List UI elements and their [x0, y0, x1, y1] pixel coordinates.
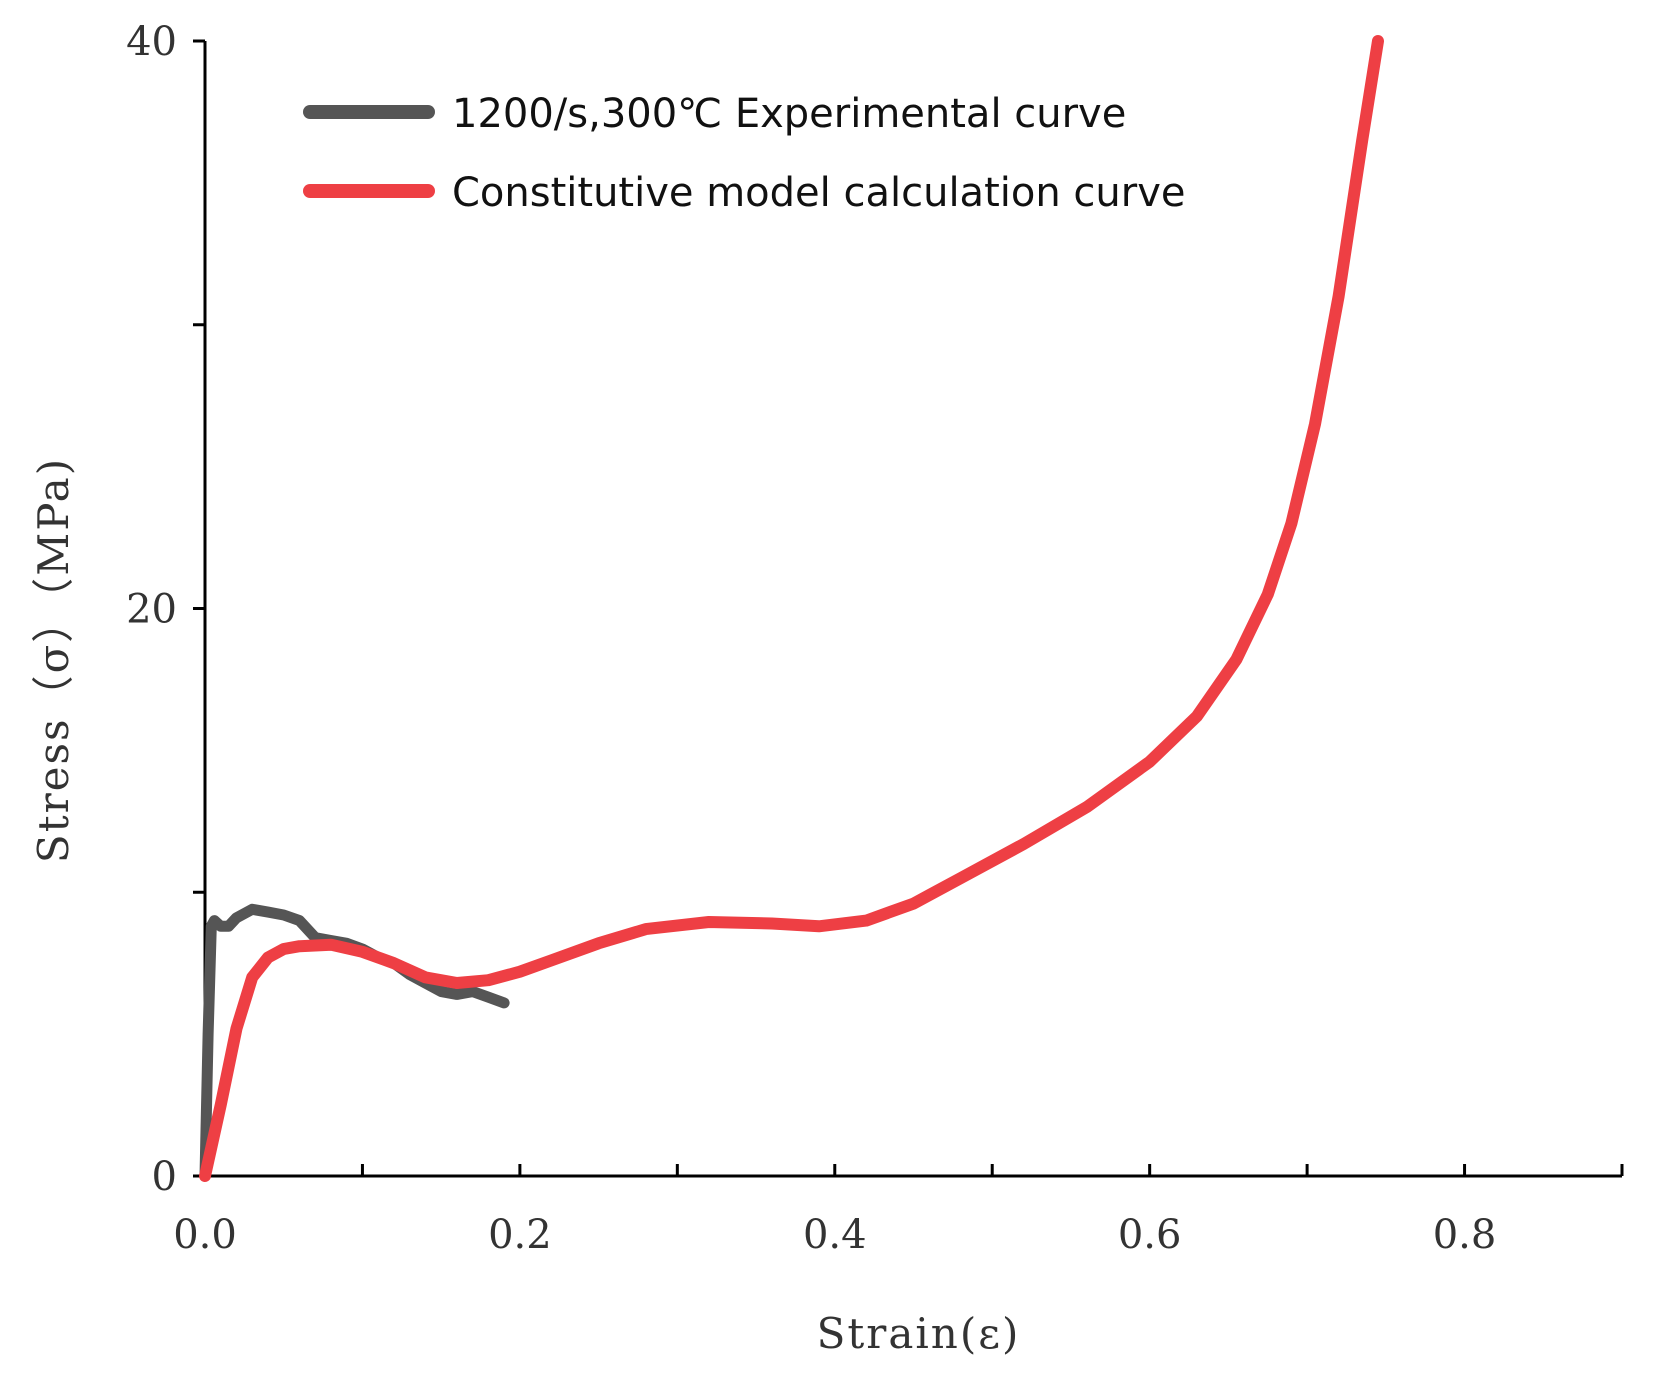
x-tick-label: 0.6 [1118, 1212, 1182, 1258]
x-tick-label: 0.2 [488, 1212, 552, 1258]
x-tick-label: 0.8 [1433, 1212, 1497, 1258]
y-axis-title: Stress（σ）（MPa) [29, 457, 78, 863]
series-experimental-line [199, 903, 510, 1182]
x-tick-label: 0.4 [803, 1212, 867, 1258]
y-tick-label: 0 [152, 1154, 177, 1200]
legend-label-experimental: 1200/s,300℃ Experimental curve [452, 91, 1126, 137]
y-ticks: 0 20 40 [126, 19, 205, 1200]
x-axis-title: Strain(ε) [817, 1309, 1021, 1358]
y-tick-label: 40 [126, 19, 177, 65]
x-tick-label: 0.0 [173, 1212, 237, 1258]
series-model-line [199, 35, 1384, 1182]
legend: 1200/s,300℃ Experimental curve Constitut… [303, 91, 1185, 216]
series-layer [199, 35, 1384, 1182]
legend-label-model: Constitutive model calculation curve [452, 170, 1185, 216]
x-ticks: 0.0 0.2 0.4 0.6 0.8 [173, 1164, 1624, 1258]
y-tick-label: 20 [126, 587, 177, 633]
